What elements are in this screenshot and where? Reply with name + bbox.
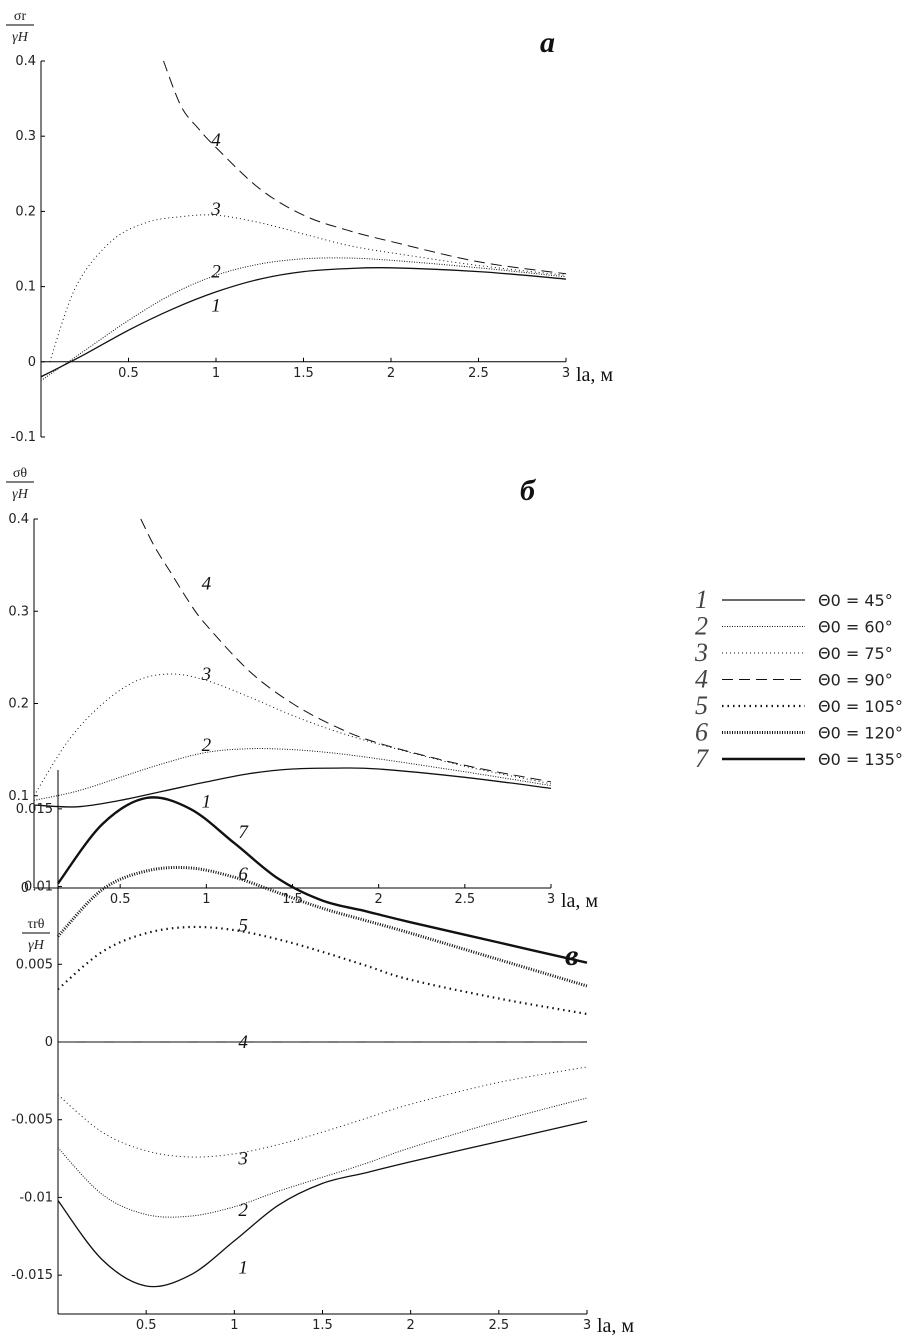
y-axis-label-denominator: γH [12, 487, 29, 502]
series-line-5 [57, 925, 588, 1016]
y-tick-label: 0.3 [8, 604, 29, 619]
series-line-3 [49, 214, 567, 362]
series-line-1 [40, 266, 567, 378]
curve-label-6: 6 [238, 864, 248, 885]
y-tick-label: -0.1 [11, 430, 36, 445]
y-axis-label-denominator: γH [12, 30, 29, 45]
y-tick-label: 0.3 [15, 129, 36, 144]
x-tick-label: 2.5 [454, 892, 475, 907]
legend-number-3: 3 [694, 638, 708, 667]
legend-label-5: Θ0 = 105° [818, 697, 903, 716]
y-tick-label: -0.01 [19, 1190, 53, 1205]
y-tick-label: -0.015 [11, 1268, 53, 1283]
y-tick-label: 0.2 [8, 697, 29, 712]
curve-label-4: 4 [202, 574, 212, 595]
x-tick-label: 2 [375, 892, 383, 907]
y-tick-label: 0.005 [16, 957, 53, 972]
legend-number-5: 5 [695, 691, 708, 720]
legend-label-7: Θ0 = 135° [818, 750, 903, 769]
legend-label-1: Θ0 = 45° [818, 591, 893, 610]
legend-label-2: Θ0 = 60° [818, 618, 893, 637]
series-line-4 [140, 518, 552, 783]
series-line-7 [57, 796, 588, 964]
x-tick-label: 2 [387, 366, 395, 381]
y-tick-label: 0.015 [16, 802, 53, 817]
curve-label-4: 4 [238, 1032, 248, 1053]
x-tick-label: 1 [202, 892, 210, 907]
y-tick-label: 0.1 [15, 280, 36, 295]
y-tick-label: 0.4 [15, 54, 36, 69]
y-axis-label-numerator: τrθ [28, 917, 45, 932]
curve-label-1: 1 [238, 1257, 248, 1278]
y-tick-label: 0.2 [15, 204, 36, 219]
series-line-6 [56, 865, 588, 988]
x-tick-label: 2.5 [468, 366, 489, 381]
chart-panel-3: 0.015 0.01 0.005 0 -0.005 -0.01 -0.015 0.5 1 1.5 2… [11, 770, 634, 1337]
legend-label-4: Θ0 = 90° [818, 671, 893, 690]
x-tick-label: 1 [212, 366, 220, 381]
x-tick-label: 1.5 [312, 1318, 333, 1333]
legend: 1 Θ0 = 45° 2 Θ0 = 60° 3 Θ0 = 75° 4 Θ0 = 90° 5 Θ0 … [694, 585, 903, 773]
series-line-3 [33, 673, 552, 797]
x-tick-label: 2.5 [488, 1318, 509, 1333]
panel-letter: в [565, 939, 578, 972]
curve-label-3: 3 [201, 664, 212, 685]
y-tick-label: -0.005 [11, 1113, 53, 1128]
series-line-1 [33, 767, 552, 808]
legend-label-3: Θ0 = 75° [818, 644, 893, 663]
x-tick-label: 1.5 [293, 366, 314, 381]
series-line-4 [163, 60, 567, 275]
x-tick-label: 1 [230, 1318, 238, 1333]
y-tick-label: 0 [21, 881, 29, 896]
curve-label-3: 3 [210, 199, 221, 220]
x-axis-label: la, м [597, 1315, 634, 1337]
curve-label-5: 5 [238, 915, 248, 936]
legend-label-6: Θ0 = 120° [818, 724, 903, 743]
y-tick-label: 0 [45, 1035, 53, 1050]
x-tick-label: 3 [562, 366, 570, 381]
legend-number-4: 4 [695, 665, 708, 694]
legend-number-7: 7 [695, 744, 709, 773]
series-line-2 [57, 1097, 588, 1218]
series-line-2 [33, 748, 552, 801]
x-tick-label: 3 [547, 892, 555, 907]
curve-label-7: 7 [238, 822, 249, 843]
y-axis-label-numerator: σr [14, 9, 27, 24]
y-tick-label: 0.1 [8, 789, 29, 804]
legend-number-2: 2 [695, 612, 708, 641]
curve-label-4: 4 [211, 130, 221, 151]
curve-label-3: 3 [237, 1149, 248, 1170]
x-tick-label: 0.5 [136, 1318, 157, 1333]
series-line-2 [40, 257, 567, 382]
panel-letter: б [520, 474, 536, 507]
curve-label-1: 1 [202, 791, 212, 812]
curve-label-2: 2 [238, 1200, 248, 1221]
y-axis-label-numerator: σθ [13, 466, 28, 481]
series-line-1 [57, 1120, 588, 1288]
curve-label-2: 2 [202, 735, 212, 756]
y-axis-label-denominator: γH [28, 938, 45, 953]
x-tick-label: 0.5 [118, 366, 139, 381]
y-tick-label: 0.01 [24, 880, 53, 895]
series-line-3 [57, 1066, 588, 1158]
x-axis-label: la, м [561, 890, 598, 912]
legend-number-1: 1 [695, 585, 708, 614]
curve-label-1: 1 [211, 295, 221, 316]
y-tick-label: 0.4 [8, 512, 29, 527]
legend-number-6: 6 [695, 718, 708, 747]
panel-letter: а [540, 26, 555, 59]
x-axis-label: la, м [576, 364, 613, 386]
y-tick-label: 0 [28, 355, 36, 370]
x-tick-label: 2 [407, 1318, 415, 1333]
chart-panel-1: -0.1 0 0.1 0.2 0.3 0.4 0.5 1 1.5 2 2.5 3 σr γH а la, м 1… [6, 9, 613, 445]
x-tick-label: 3 [583, 1318, 591, 1333]
curve-label-2: 2 [211, 262, 221, 283]
x-tick-label: 0.5 [110, 892, 131, 907]
